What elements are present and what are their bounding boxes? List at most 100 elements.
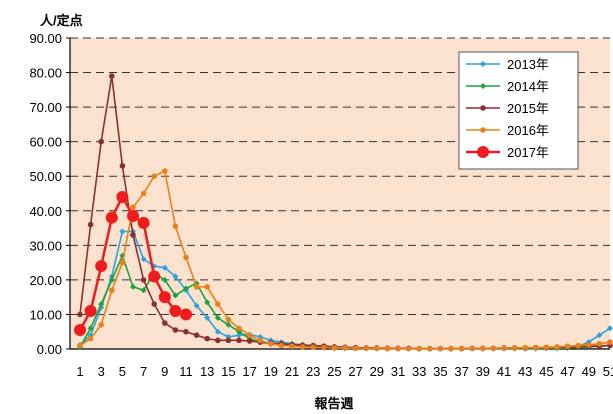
y-tick-label: 10.00 <box>29 307 62 322</box>
x-tick-label: 23 <box>306 364 320 379</box>
x-tick-label: 39 <box>476 364 490 379</box>
x-tick-label: 5 <box>119 364 126 379</box>
x-tick-label: 3 <box>98 364 105 379</box>
data-point <box>105 211 118 224</box>
data-point <box>161 264 168 271</box>
data-point <box>158 291 171 304</box>
data-point <box>214 314 221 321</box>
legend-box <box>458 51 579 170</box>
data-point <box>299 344 306 350</box>
x-tick-label: 9 <box>161 364 168 379</box>
data-point <box>137 216 150 229</box>
data-point <box>161 276 168 283</box>
data-point <box>204 335 210 342</box>
data-point <box>554 344 560 350</box>
y-tick-label: 30.00 <box>29 238 62 253</box>
data-point <box>108 276 115 283</box>
data-point <box>119 228 126 235</box>
x-tick-label: 29 <box>370 364 384 379</box>
data-point <box>246 332 253 338</box>
data-point <box>127 209 139 222</box>
x-tick-label: 35 <box>433 364 447 379</box>
data-point <box>183 285 189 292</box>
y-tick-label: 40.00 <box>29 204 62 219</box>
legend-label: 2013年 <box>507 57 549 72</box>
data-point <box>448 345 454 352</box>
data-point <box>384 345 391 352</box>
y-tick-label: 90.00 <box>29 31 62 46</box>
x-tick-label: 1 <box>76 364 83 379</box>
data-point <box>374 345 380 352</box>
data-point <box>490 345 497 352</box>
data-point <box>480 105 486 111</box>
x-tick-label: 27 <box>348 364 362 379</box>
x-tick-label: 13 <box>200 364 214 379</box>
data-point <box>87 325 94 332</box>
x-tick-label: 33 <box>412 364 426 379</box>
y-tick-label: 80.00 <box>29 66 62 81</box>
data-point <box>607 325 613 332</box>
data-point <box>310 344 317 351</box>
data-point <box>511 345 518 351</box>
data-point <box>140 287 147 294</box>
data-point <box>172 273 179 280</box>
data-point <box>95 260 108 273</box>
data-point <box>363 345 370 352</box>
data-point <box>477 146 489 158</box>
data-point <box>151 173 157 180</box>
x-tick-label: 19 <box>264 364 278 379</box>
data-point <box>172 223 179 230</box>
data-point <box>130 232 136 238</box>
data-point <box>225 316 232 323</box>
data-point <box>543 344 550 351</box>
legend-label: 2016年 <box>507 123 549 138</box>
data-point <box>596 341 603 347</box>
data-point <box>204 314 211 321</box>
data-point <box>183 328 189 335</box>
x-tick-label: 31 <box>391 364 405 379</box>
legend-entry: 2013年 <box>466 57 549 72</box>
y-axis-title: 人/定点 <box>40 13 83 28</box>
data-point <box>352 345 359 352</box>
x-tick-label: 17 <box>242 364 256 379</box>
data-point <box>607 339 613 345</box>
x-tick-label: 7 <box>140 364 147 379</box>
legend-label: 2017年 <box>507 145 549 160</box>
data-point <box>119 163 126 169</box>
data-point <box>74 323 86 336</box>
data-point <box>395 345 401 352</box>
data-point <box>204 284 210 290</box>
data-point <box>596 332 603 339</box>
data-point <box>427 345 433 352</box>
data-point <box>533 344 539 351</box>
y-tick-label: 70.00 <box>29 100 62 115</box>
data-point <box>87 335 94 342</box>
data-point <box>162 320 168 326</box>
data-point <box>87 221 94 228</box>
x-tick-label: 49 <box>582 364 596 379</box>
data-point <box>225 337 232 344</box>
data-point <box>98 322 104 328</box>
legend-entry: 2015年 <box>466 101 549 116</box>
series-lines <box>74 73 613 352</box>
data-point <box>586 342 592 348</box>
data-point <box>193 302 200 309</box>
data-point <box>109 73 115 79</box>
data-point <box>204 299 211 306</box>
y-tick-labels: 0.00 10.00 20.00 30.00 40.00 50.00 60.00 70.00 8… <box>29 31 70 357</box>
data-point <box>289 343 295 350</box>
data-point <box>169 304 182 317</box>
data-point <box>564 343 571 350</box>
x-tick-label: 37 <box>454 364 468 379</box>
data-point <box>480 345 486 352</box>
data-point <box>215 337 221 344</box>
series-2017年 <box>74 190 192 336</box>
data-point <box>225 321 232 328</box>
data-point <box>522 344 528 351</box>
legend-label: 2015年 <box>507 101 549 116</box>
data-point <box>148 270 161 283</box>
y-tick-label: 60.00 <box>29 135 62 150</box>
data-point <box>162 168 168 174</box>
data-point <box>172 327 179 333</box>
